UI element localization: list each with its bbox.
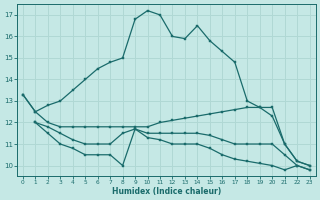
X-axis label: Humidex (Indice chaleur): Humidex (Indice chaleur) [112, 187, 221, 196]
